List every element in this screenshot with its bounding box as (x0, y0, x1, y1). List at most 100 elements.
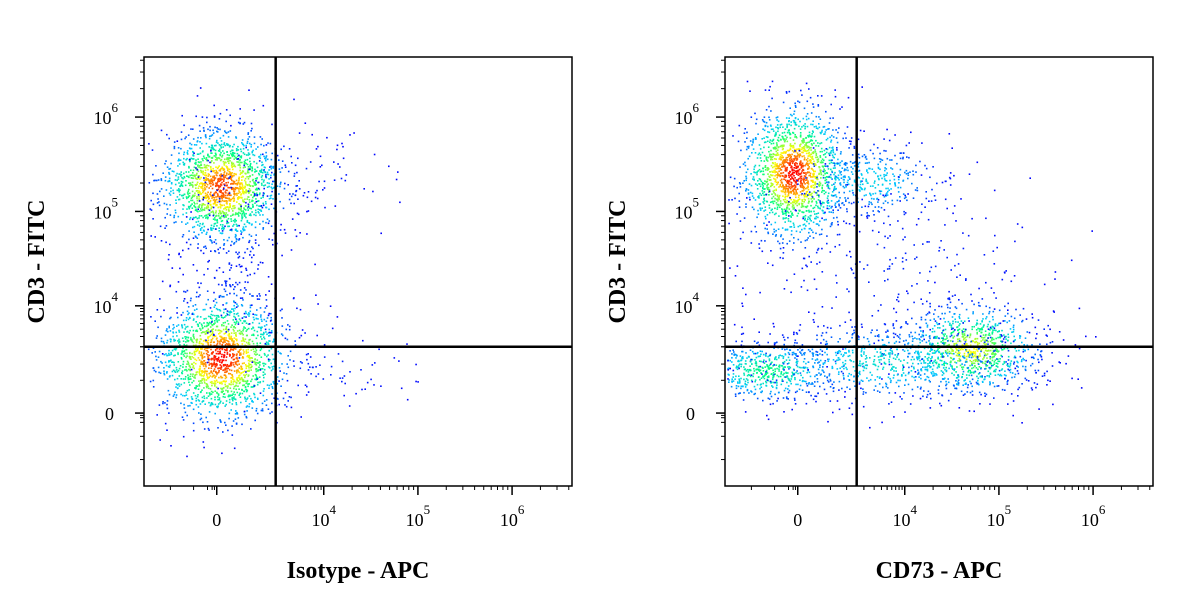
event-dot (218, 144, 221, 146)
event-dot (245, 162, 247, 165)
event-dot (187, 363, 190, 365)
event-dot (805, 82, 808, 85)
x-tick-label: 104 (312, 502, 337, 530)
event-dot (210, 397, 213, 400)
event-dot (784, 170, 787, 172)
event-dot (238, 208, 240, 211)
event-dot (197, 394, 199, 396)
event-dot (198, 350, 201, 353)
event-dot (762, 192, 764, 195)
event-dot (193, 205, 196, 208)
event-dot (270, 197, 272, 199)
event-dot (197, 233, 200, 236)
event-dot (770, 174, 772, 176)
event-dot (815, 223, 818, 225)
event-dot (224, 383, 226, 386)
event-dot (816, 161, 819, 163)
event-dot (767, 186, 770, 189)
event-dot (214, 356, 216, 359)
event-dot (212, 175, 214, 178)
event-dot (192, 138, 195, 140)
event-dot (233, 223, 235, 226)
event-dot (224, 332, 227, 334)
event-dot (819, 220, 821, 223)
event-dot (804, 187, 807, 190)
event-dot (249, 293, 251, 295)
event-dot (234, 413, 237, 415)
event-dot (270, 158, 273, 161)
event-dot (802, 164, 805, 167)
event-dot (224, 290, 227, 293)
event-dot (212, 194, 214, 196)
event-dot (304, 332, 306, 334)
event-dot (194, 209, 197, 212)
event-dot (210, 178, 213, 180)
event-dot (231, 324, 233, 326)
event-dot (745, 188, 748, 190)
event-dot (787, 162, 789, 164)
x-tick-exponent: 6 (518, 502, 525, 517)
event-dot (225, 252, 228, 254)
event-dot (182, 366, 184, 368)
event-dot (227, 206, 229, 209)
event-dot (191, 174, 193, 176)
event-dot (178, 252, 180, 255)
event-dot (188, 365, 191, 367)
event-dot (227, 225, 229, 228)
event-dot (236, 353, 238, 355)
event-dot (824, 153, 826, 155)
event-dot (802, 185, 805, 188)
event-dot (294, 164, 297, 167)
event-dot (222, 395, 225, 398)
event-dot (258, 354, 261, 356)
event-dot (212, 129, 214, 132)
event-dot (182, 363, 184, 366)
event-dot (249, 157, 251, 160)
event-dot (297, 157, 299, 160)
event-dot (206, 347, 208, 349)
event-dot (247, 375, 250, 377)
event-dot (269, 195, 272, 197)
event-dot (295, 185, 297, 187)
event-dot (166, 378, 169, 380)
event-dot (208, 187, 210, 189)
event-dot (231, 348, 233, 351)
event-dot (186, 208, 188, 210)
event-dot (764, 206, 767, 208)
event-dot (239, 166, 242, 169)
event-dot (388, 165, 390, 168)
event-dot (232, 152, 234, 154)
event-dot (788, 131, 791, 134)
event-dot (235, 388, 237, 391)
event-dot (238, 224, 240, 227)
event-dot (223, 295, 225, 298)
event-dot (821, 201, 824, 204)
event-dot (270, 168, 273, 170)
event-dot (229, 292, 231, 295)
event-dot (771, 171, 774, 173)
event-dot (839, 184, 842, 186)
event-dot (219, 210, 221, 212)
event-dot (808, 228, 811, 230)
event-dot (241, 161, 243, 164)
event-dot (223, 340, 225, 342)
event-dot (289, 350, 292, 353)
event-dot (228, 145, 231, 148)
event-dot (215, 212, 217, 214)
event-dot (179, 189, 181, 191)
event-dot (248, 357, 251, 359)
event-dot (185, 216, 188, 218)
event-dot (766, 214, 769, 216)
event-dot (248, 241, 250, 244)
event-dot (238, 207, 240, 210)
event-dot (190, 128, 192, 130)
event-dot (791, 162, 794, 165)
event-dot (228, 209, 230, 212)
event-dot (814, 181, 817, 183)
event-dot (817, 216, 819, 219)
event-dot (170, 182, 173, 185)
event-dot (243, 164, 245, 167)
event-dot (214, 355, 217, 358)
event-dot (178, 163, 181, 165)
